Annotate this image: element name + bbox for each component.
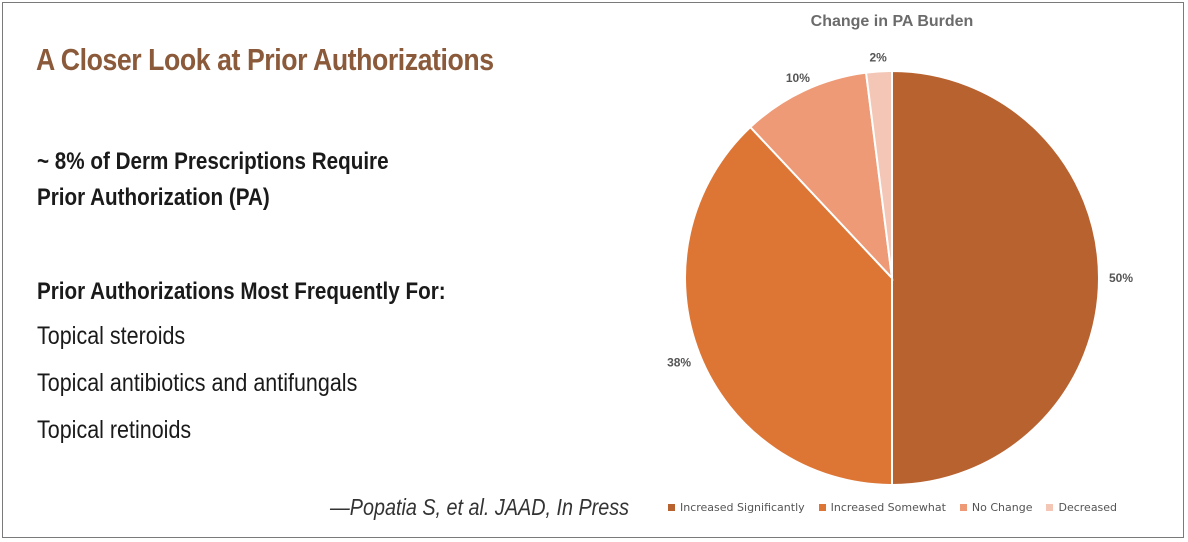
chart-legend: Increased Significantly Increased Somewha… bbox=[668, 501, 1117, 514]
legend-swatch bbox=[668, 504, 675, 511]
legend-label: Decreased bbox=[1058, 501, 1118, 514]
legend-swatch bbox=[1046, 504, 1054, 511]
legend-item-increased-somewhat: Increased Somewhat bbox=[818, 501, 946, 514]
list-item-topical-retinoids: Topical retinoids bbox=[37, 416, 192, 444]
list-heading: Prior Authorizations Most Frequently For… bbox=[37, 278, 446, 305]
pie-label-increased-significantly: 50% bbox=[1109, 271, 1133, 285]
stat-line-2: Prior Authorization (PA) bbox=[37, 184, 270, 211]
legend-item-decreased: Decreased bbox=[1046, 501, 1117, 514]
stat-line-1: ~ 8% of Derm Prescriptions Require bbox=[37, 148, 389, 175]
legend-item-increased-significantly: Increased Significantly bbox=[668, 501, 805, 514]
chart-title: Change in PA Burden bbox=[810, 13, 974, 30]
legend-label: Increased Significantly bbox=[680, 501, 805, 514]
legend-item-no-change: No Change bbox=[959, 501, 1033, 514]
legend-swatch bbox=[959, 504, 967, 511]
pie-label-decreased: 2% bbox=[869, 50, 887, 64]
citation: —Popatia S, et al. JAAD, In Press bbox=[330, 494, 630, 520]
pie-slice-increased-significantly bbox=[891, 69, 1100, 487]
pie-label-no-change: 10% bbox=[786, 71, 810, 85]
pie-slice-increased-somewhat bbox=[684, 125, 893, 487]
pie-slice-no-change bbox=[748, 71, 894, 281]
list-item-topical-steroids: Topical steroids bbox=[37, 322, 186, 350]
legend-label: Increased Somewhat bbox=[830, 501, 946, 514]
pie-label-increased-somewhat: 38% bbox=[667, 355, 691, 369]
pie-slice-decreased bbox=[864, 69, 893, 279]
slide-title: A Closer Look at Prior Authorizations bbox=[36, 42, 494, 77]
legend-label: No Change bbox=[971, 501, 1033, 514]
list-item-topical-antibiotics: Topical antibiotics and antifungals bbox=[37, 369, 358, 397]
legend-swatch bbox=[818, 504, 826, 511]
